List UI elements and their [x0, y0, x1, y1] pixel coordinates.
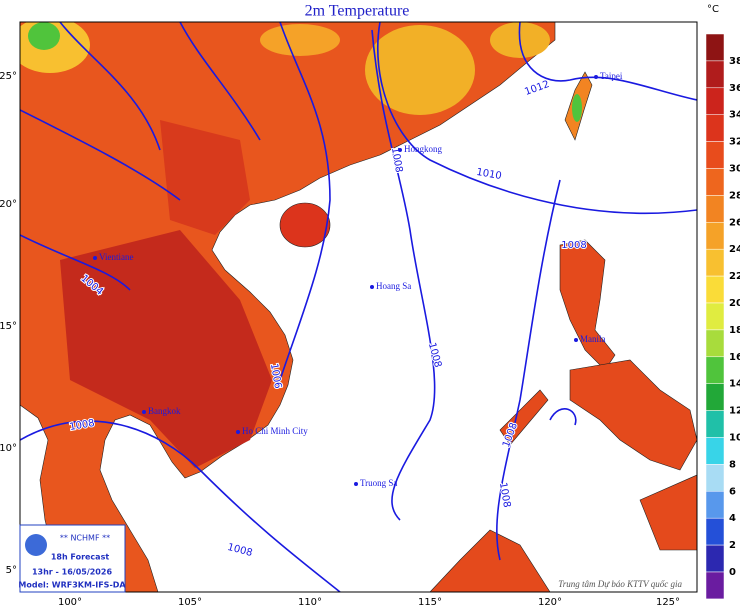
hainan — [279, 202, 331, 248]
colorbar-label: 28 — [729, 190, 740, 201]
colorbar-band — [705, 544, 725, 573]
logo — [25, 534, 47, 556]
lon-label: 115° — [418, 597, 442, 608]
place-labels: Taipei Hongkong Hoang Sa Manila Truong Sa Vie… — [93, 71, 623, 488]
colorbar-label: 18 — [729, 325, 740, 336]
place-dot — [398, 148, 402, 152]
colorbar-label: 0 — [729, 567, 736, 578]
cool-region — [28, 22, 60, 50]
colorbar-band — [705, 383, 725, 411]
lat-label: 25° — [0, 71, 17, 82]
lon-label: 100° — [58, 597, 82, 608]
lon-label: 125° — [656, 597, 680, 608]
place-label: Hongkong — [404, 144, 442, 154]
colorbar-band — [705, 141, 725, 169]
isobar-label: 1008 — [561, 240, 586, 251]
lon-label: 120° — [538, 597, 562, 608]
cool-region — [365, 25, 475, 115]
map-frame — [19, 21, 698, 593]
colorbar-band — [705, 195, 725, 223]
colorbar-band — [705, 222, 725, 250]
borneo-east — [639, 474, 697, 551]
title: 2m Temperature — [305, 3, 410, 20]
lat-label: 5° — [6, 565, 17, 576]
place-label: Hoang Sa — [376, 281, 411, 291]
forecast: 18h Forecast — [51, 553, 110, 562]
colorbar-label: 4 — [729, 513, 736, 524]
place-label: Manila — [580, 334, 606, 344]
cool-region — [260, 24, 340, 56]
colorbar-label: 36 — [729, 83, 740, 94]
colorbar-band — [705, 329, 725, 358]
colorbar-label: 14 — [729, 379, 740, 390]
colorbar-band — [705, 33, 725, 62]
colorbar-band — [705, 571, 725, 600]
taiwan-highland — [572, 94, 582, 122]
axis-labels: 25° 20° 15° 10° 5° 100° 105° 110° 115° 120° 125° — [0, 71, 680, 608]
place-dot — [236, 430, 240, 434]
colorbar-label: 38 — [729, 56, 740, 67]
colorbar-band — [705, 356, 725, 384]
colorbar-label: 8 — [729, 459, 736, 470]
hot-region — [160, 120, 250, 235]
colorbar-band — [705, 168, 725, 196]
map-area — [20, 22, 697, 592]
colorbar-label: 16 — [729, 352, 740, 363]
time: 13hr - 16/05/2026 — [32, 568, 112, 577]
colorbar-label: 24 — [729, 244, 740, 255]
colorbar-label: 34 — [729, 110, 740, 121]
visayas-mindanao — [569, 359, 697, 471]
place-label: Bangkok — [148, 406, 181, 416]
place-label: Truong Sa — [360, 478, 397, 488]
colorbar-label: 12 — [729, 406, 740, 417]
place-label: Taipei — [600, 71, 623, 81]
borneo — [429, 529, 551, 592]
place-dot — [370, 285, 374, 289]
model: Model: WRF3KM-IFS-DA — [18, 581, 126, 590]
colorbar-label: 26 — [729, 217, 740, 228]
unit: °C — [707, 4, 719, 15]
place-dot — [142, 410, 146, 414]
place-label: Vientiane — [99, 252, 133, 262]
credit: Trung tâm Dự báo KTTV quốc gia — [558, 579, 682, 589]
colorbar-label: 2 — [729, 540, 736, 551]
colorbar-band — [705, 437, 725, 465]
colorbar-band — [705, 248, 725, 277]
colorbar-label: 20 — [729, 298, 740, 309]
mainland — [20, 22, 556, 592]
lat-label: 10° — [0, 443, 17, 454]
colorbar-band — [705, 410, 725, 438]
lat-label: 20° — [0, 199, 17, 210]
colorbar-label: 10 — [729, 433, 740, 444]
colorbar-band — [705, 87, 725, 115]
colorbar-band — [705, 275, 725, 304]
luzon — [559, 239, 616, 371]
lon-label: 105° — [178, 597, 202, 608]
colorbar-label: 22 — [729, 271, 740, 282]
agency: ** NCHMF ** — [60, 534, 110, 543]
info-box: ** NCHMF ** 18h Forecast 13hr - 16/05/20… — [18, 524, 126, 593]
lon-label: 110° — [298, 597, 322, 608]
colorbar-label: 30 — [729, 164, 740, 175]
place-dot — [354, 482, 358, 486]
place-dot — [93, 256, 97, 260]
place-dot — [574, 338, 578, 342]
place-dot — [594, 75, 598, 79]
colorbar-band — [705, 114, 725, 142]
colorbar-label: 6 — [729, 486, 736, 497]
colorbar-band — [705, 491, 725, 519]
lat-label: 15° — [0, 321, 17, 332]
hot-region — [60, 230, 272, 468]
palawan — [499, 389, 549, 446]
isobars — [20, 22, 697, 592]
colorbar-band — [705, 60, 725, 89]
colorbar-band — [705, 517, 725, 546]
colorbar-band — [705, 464, 725, 492]
colorbar-label: 32 — [729, 137, 740, 148]
place-label: Ho Chi Minh City — [242, 426, 308, 436]
colorbar-band — [705, 302, 725, 331]
